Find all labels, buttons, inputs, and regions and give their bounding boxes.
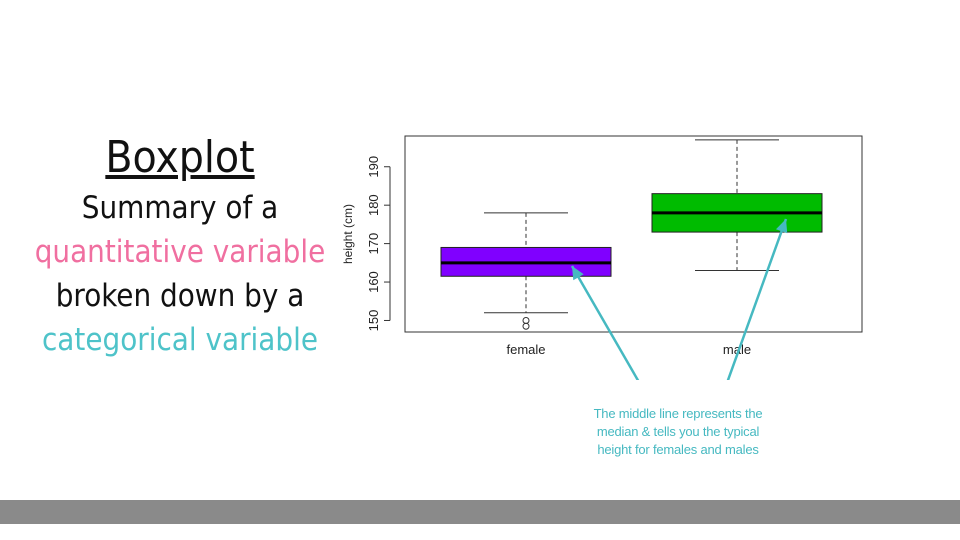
arrow-to-male-median-head (775, 219, 788, 234)
boxplot-chart: 150 160 170 180 190 height (cm) female male (341, 135, 863, 380)
arrow-to-female-median-shaft (570, 265, 640, 380)
arrow-to-female-median-head (572, 266, 584, 281)
y-tick-label: 150 (366, 310, 381, 332)
annotation-line-1: The middle line represents the (593, 406, 763, 421)
arrow-layer (570, 218, 788, 380)
plot-frame (404, 135, 863, 333)
footer-bar (0, 500, 960, 524)
x-tick-label-female: female (506, 342, 545, 357)
subtitle-line-4: categorical variable (41, 322, 319, 358)
y-tick-label: 170 (366, 233, 381, 255)
slide-title: Boxplot (105, 132, 255, 183)
y-tick-label: 160 (366, 271, 381, 293)
y-tick-label: 180 (366, 194, 381, 216)
annotation-line-3: height for females and males (597, 442, 759, 457)
y-axis-label: height (cm) (341, 204, 355, 264)
box-female-outlier (522, 322, 530, 330)
subtitle-line-2: quantitative variable (34, 234, 326, 270)
subtitle-line-3: broken down by a (55, 278, 305, 314)
box-female-outlier (522, 316, 530, 324)
slide-text: Boxplot Summary of a quantitative variab… (0, 130, 360, 362)
annotation-line-2: median & tells you the typical (596, 424, 760, 439)
subtitle-line-1: Summary of a (81, 190, 279, 226)
annotation: The middle line represents the median & … (560, 405, 796, 459)
x-tick-label-male: male (723, 342, 751, 357)
y-tick-label: 190 (366, 156, 381, 178)
arrow-to-male-median-shaft (726, 218, 788, 380)
